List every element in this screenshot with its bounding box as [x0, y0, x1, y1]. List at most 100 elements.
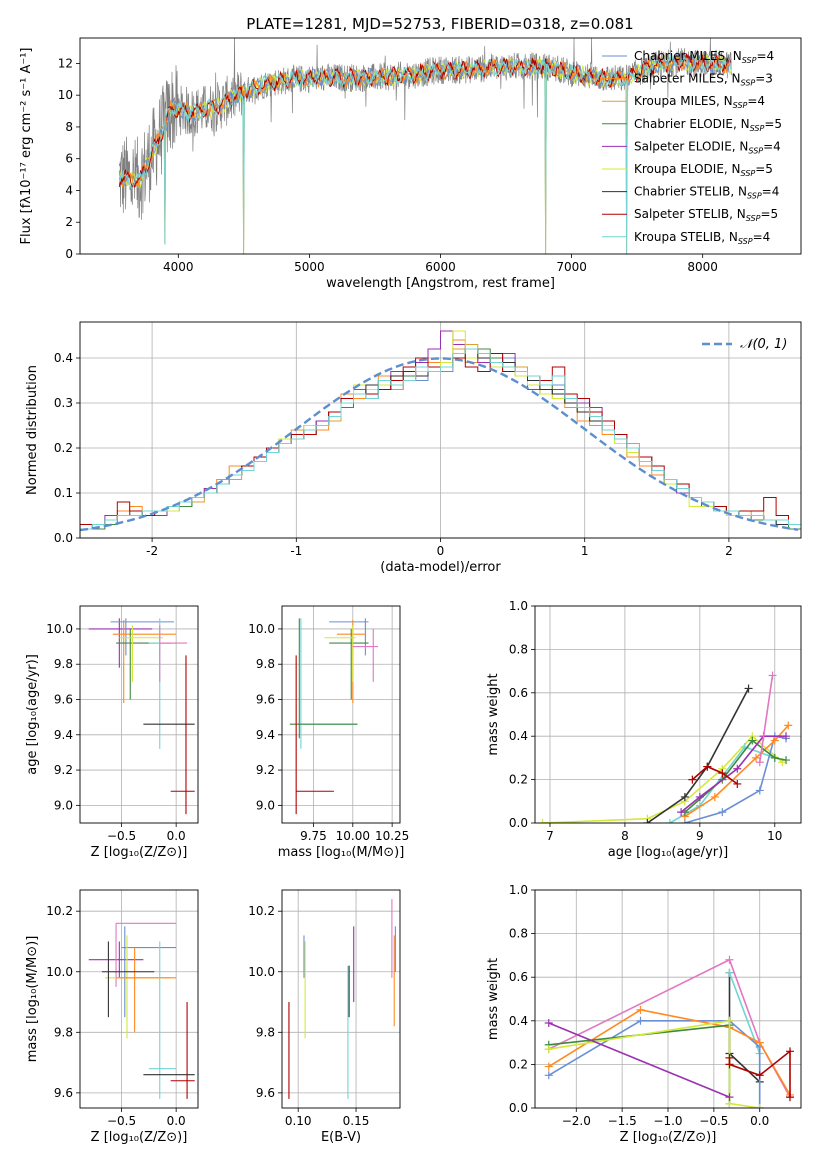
x-axis-label: E(B-V)	[321, 1130, 361, 1145]
y-tick-label: 9.2	[54, 763, 73, 777]
chart-mass_vs_EBV: 0.10 0.15 9.6 9.8 10.0 10.2 E(B-V)	[248, 889, 401, 1145]
legend-entry: Chabrier MILES, NSSP=4	[634, 49, 774, 65]
plus-marker	[725, 1060, 734, 1069]
chart-spectrum: 4000 5000 6000 7000 8000 0 2 4 6 8 10 12 wavelength …	[19, 37, 802, 291]
plus-marker	[768, 671, 777, 680]
axes-frame	[79, 321, 802, 539]
plus-marker	[544, 1045, 553, 1054]
y-tick-label: 10	[58, 88, 73, 102]
y-tick-label: 9.6	[256, 693, 275, 707]
x-tick-label: −0.5	[107, 1114, 136, 1128]
y-tick-label: 2	[65, 215, 73, 229]
plus-marker	[744, 684, 753, 693]
x-axis-label: Z [log₁₀(Z/Z⊙)]	[91, 845, 188, 860]
error-bar-point	[170, 655, 195, 815]
plus-marker	[680, 792, 689, 801]
legend-entry: 𝒩(0, 1)	[740, 337, 787, 352]
mass-weight-line	[548, 1009, 791, 1096]
y-tick-label: 9.8	[256, 1025, 275, 1039]
error-bar-point	[116, 947, 177, 1033]
error-bar-point	[110, 618, 174, 656]
axes-frame	[79, 37, 802, 255]
legend-entry: Chabrier STELIB, NSSP=4	[634, 185, 779, 201]
plus-marker	[538, 819, 547, 823]
x-axis-label: Z [log₁₀(Z/Z⊙)]	[620, 1130, 717, 1145]
y-tick-label: 6	[65, 152, 73, 166]
x-axis-label: (data-model)/error	[380, 560, 501, 575]
plot-area-mass_vs_Z	[88, 922, 195, 1099]
x-tick-label: 10.25	[375, 829, 409, 843]
y-tick-label: 8	[65, 120, 73, 134]
x-axis-label: mass [log₁₀(M/M⊙)]	[278, 845, 405, 860]
y-tick-label: 9.0	[256, 798, 275, 812]
y-tick-label: 0.3	[54, 396, 73, 410]
plot-area-spectrum	[118, 38, 732, 254]
y-tick-label: 0.4	[509, 1014, 528, 1028]
y-tick-label: 0.0	[54, 531, 73, 545]
y-tick-label: 9.4	[54, 728, 73, 742]
plot-area-massweight_vs_Z	[544, 955, 794, 1108]
plus-marker	[636, 1016, 645, 1025]
y-axis-label: Flux [fλ10⁻¹⁷ erg cm⁻² s⁻¹ A⁻¹]	[19, 48, 34, 245]
plus-marker	[755, 1038, 764, 1047]
error-bar-point	[105, 935, 171, 1039]
x-tick-label: −1.0	[653, 1114, 682, 1128]
x-axis-label: Z [log₁₀(Z/Z⊙)]	[91, 1130, 188, 1145]
mass-weight-line	[646, 688, 750, 823]
plus-marker	[755, 1104, 764, 1108]
legend-entry: Chabrier ELODIE, NSSP=5	[634, 117, 782, 133]
x-tick-label: 8	[621, 829, 629, 843]
y-tick-label: 9.2	[256, 763, 275, 777]
y-tick-label: 9.8	[256, 657, 275, 671]
x-tick-label: -1	[290, 544, 302, 558]
x-tick-label: 1	[581, 544, 589, 558]
y-tick-label: 0	[65, 247, 73, 261]
plot-area-massweight_vs_age	[538, 671, 793, 823]
legend-entry: Salpeter STELIB, NSSP=5	[634, 207, 778, 223]
error-bar-point	[324, 625, 356, 682]
y-axis-label: mass weight	[486, 958, 501, 1040]
plus-marker	[755, 758, 764, 767]
legend-entry: Kroupa STELIB, NSSP=4	[634, 230, 770, 246]
plus-marker	[710, 792, 719, 801]
x-tick-label: 9	[696, 829, 704, 843]
y-tick-label: 0.6	[509, 686, 528, 700]
x-tick-label: 10	[767, 829, 782, 843]
plot-area-age_vs_mass	[289, 618, 378, 815]
error-bar-point	[289, 618, 358, 739]
x-tick-label: 7000	[556, 260, 587, 274]
error-bar-point	[295, 655, 334, 815]
mass-weight-line	[548, 1022, 730, 1098]
chart-massweight_vs_age: 7 8 9 10 0.0 0.2 0.4 0.6 0.8 1.0 age [log₁₀(age/yr…	[486, 599, 802, 860]
plus-marker	[785, 1093, 794, 1102]
x-tick-label: 4000	[163, 260, 194, 274]
axes-frame	[79, 889, 199, 1109]
chart-age_vs_Z: −0.5 0.0 9.0 9.2 9.4 9.6 9.8 10.0 Z [log₁₀(Z/Z⊙)…	[25, 605, 199, 860]
x-tick-label: −0.5	[107, 829, 136, 843]
y-tick-label: 0.4	[509, 729, 528, 743]
plot-area-age_vs_Z	[88, 618, 195, 815]
model-spectrum-line	[118, 53, 732, 189]
model-spectrum-line	[118, 54, 732, 254]
plot-area-mass_vs_EBV	[288, 899, 396, 1099]
error-bar-point	[119, 625, 164, 682]
legend-entry: Kroupa ELODIE, NSSP=5	[634, 162, 773, 178]
figure-title: PLATE=1281, MJD=52753, FIBERID=0318, z=0…	[246, 15, 633, 33]
x-tick-label: −0.5	[699, 1114, 728, 1128]
plus-marker	[725, 968, 734, 977]
x-tick-label: 0.0	[750, 1114, 769, 1128]
axes-frame	[281, 889, 401, 1109]
x-tick-label: -2	[146, 544, 158, 558]
y-tick-label: 0.8	[509, 927, 528, 941]
error-bar-point	[170, 1002, 195, 1099]
error-bar-point	[159, 625, 188, 682]
model-spectrum-line	[118, 53, 732, 254]
x-tick-label: 7	[546, 829, 554, 843]
plus-marker	[733, 764, 742, 773]
x-axis-label: age [log₁₀(age/yr)]	[608, 845, 729, 860]
plus-marker	[636, 1005, 645, 1014]
chart-age_vs_mass: 9.75 10.00 10.25 9.0 9.2 9.4 9.6 9.8 10.0 mass [l…	[248, 605, 409, 860]
plus-marker	[544, 1071, 553, 1080]
plus-marker	[725, 955, 734, 964]
y-tick-label: 9.6	[54, 693, 73, 707]
